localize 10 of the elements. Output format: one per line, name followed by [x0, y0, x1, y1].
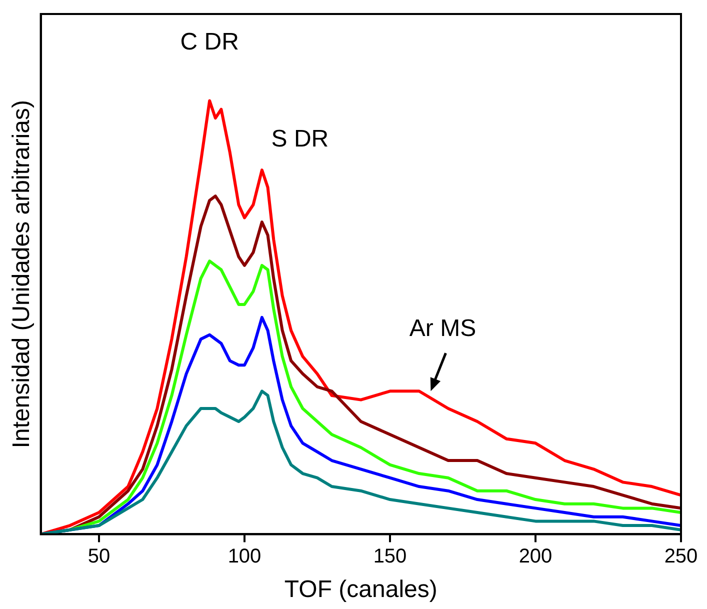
x-tick-label: 250 — [664, 546, 698, 568]
annotation: C DR — [180, 28, 239, 56]
annotation: S DR — [271, 126, 329, 153]
x-tick-label: 150 — [373, 546, 407, 568]
x-tick-label: 100 — [228, 546, 262, 568]
x-tick-label: 200 — [518, 546, 552, 568]
x-tick-label: 50 — [88, 546, 110, 568]
annotation: Ar MS — [409, 314, 476, 342]
x-axis-title: TOF (canales) — [284, 576, 438, 604]
y-axis-title: Intensidad (Unidades arbitrarias) — [8, 100, 36, 448]
